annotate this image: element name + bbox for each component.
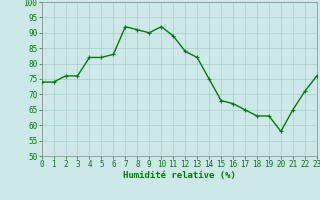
X-axis label: Humidité relative (%): Humidité relative (%) — [123, 171, 236, 180]
